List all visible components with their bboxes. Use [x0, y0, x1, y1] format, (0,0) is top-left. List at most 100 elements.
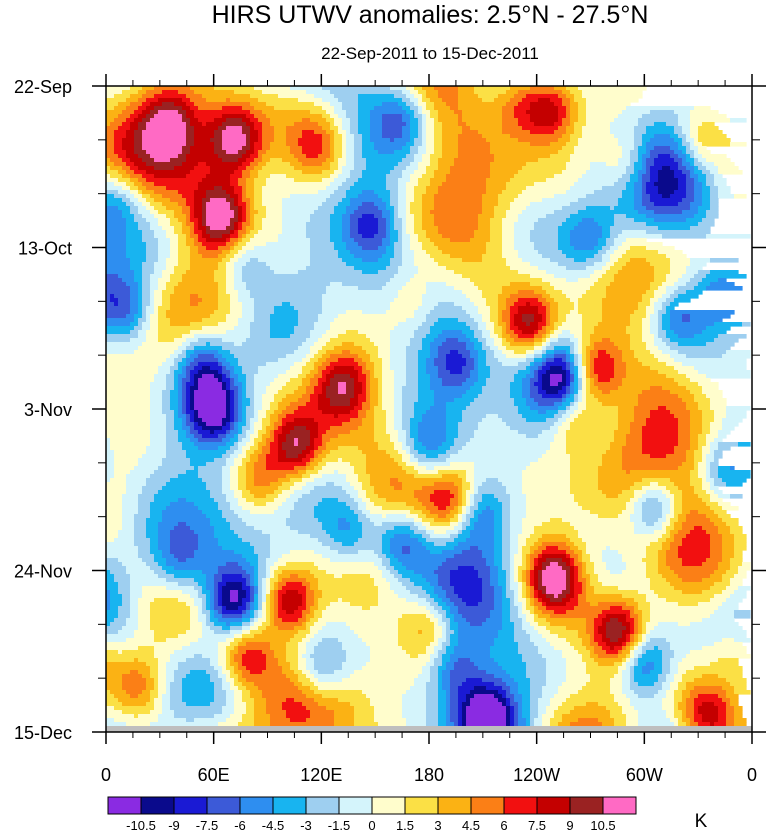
- field-cell: [214, 150, 227, 155]
- field-cell: [166, 430, 179, 435]
- field-cell: [346, 246, 363, 251]
- field-cell: [290, 494, 303, 499]
- field-cell: [382, 382, 395, 387]
- field-cell: [490, 226, 503, 231]
- field-cell: [330, 154, 335, 159]
- field-cell: [478, 214, 495, 219]
- field-cell: [166, 282, 179, 287]
- field-cell: [374, 234, 387, 239]
- field-cell: [606, 290, 647, 295]
- field-cell: [722, 558, 731, 563]
- field-cell: [702, 426, 711, 431]
- field-cell: [162, 290, 175, 295]
- field-cell: [294, 502, 319, 507]
- field-cell: [650, 198, 683, 203]
- field-cell: [190, 430, 199, 435]
- field-cell: [258, 414, 267, 419]
- field-cell: [234, 426, 239, 431]
- field-cell: [418, 398, 435, 403]
- field-cell: [710, 258, 739, 263]
- field-cell: [686, 166, 695, 171]
- field-cell: [330, 378, 355, 383]
- field-cell: [506, 186, 527, 191]
- field-cell: [662, 194, 671, 199]
- field-cell: [650, 110, 675, 115]
- field-cell: [446, 406, 467, 411]
- field-cell: [146, 178, 203, 183]
- field-cell: [106, 270, 135, 275]
- field-cell: [402, 390, 419, 395]
- field-cell: [686, 450, 695, 455]
- field-cell: [586, 370, 591, 375]
- field-cell: [602, 390, 611, 395]
- field-cell: [250, 322, 271, 327]
- field-cell: [342, 138, 347, 143]
- field-cell: [178, 402, 183, 407]
- field-cell: [570, 234, 603, 239]
- field-cell: [106, 506, 123, 511]
- field-cell: [142, 274, 151, 279]
- field-cell: [370, 378, 379, 383]
- field-cell: [578, 566, 583, 571]
- field-cell: [418, 166, 427, 171]
- field-cell: [654, 302, 663, 307]
- field-cell: [250, 110, 263, 115]
- field-cell: [574, 358, 579, 363]
- field-cell: [218, 262, 227, 267]
- field-cell: [482, 258, 507, 263]
- field-cell: [246, 414, 255, 419]
- field-cell: [562, 566, 571, 571]
- field-cell: [462, 130, 479, 135]
- field-cell: [306, 466, 315, 471]
- field-cell: [642, 558, 659, 563]
- field-cell: [550, 366, 563, 371]
- field-cell: [246, 482, 255, 487]
- field-cell: [258, 562, 267, 567]
- field-cell: [414, 570, 435, 575]
- field-cell: [422, 198, 435, 203]
- field-cell: [218, 566, 243, 571]
- field-cell: [566, 394, 571, 399]
- field-cell: [330, 450, 363, 455]
- field-cell: [546, 214, 571, 219]
- field-cell: [550, 342, 575, 347]
- field-cell: [330, 182, 343, 187]
- field-cell: [106, 498, 123, 503]
- field-cell: [654, 522, 663, 527]
- field-cell: [554, 434, 567, 439]
- field-cell: [578, 402, 587, 407]
- field-cell: [506, 330, 515, 335]
- field-cell: [494, 326, 503, 331]
- field-cell: [714, 182, 727, 187]
- field-cell: [182, 342, 191, 347]
- field-cell: [446, 362, 467, 367]
- field-cell: [438, 470, 467, 475]
- field-cell: [446, 458, 539, 463]
- field-cell: [510, 282, 531, 287]
- field-cell: [358, 394, 367, 399]
- field-cell: [558, 390, 567, 395]
- field-cell: [670, 490, 683, 495]
- field-cell: [458, 142, 491, 147]
- field-cell: [578, 86, 647, 91]
- field-cell: [574, 98, 587, 103]
- field-cell: [106, 86, 131, 91]
- field-cell: [202, 434, 219, 439]
- field-cell: [138, 546, 151, 551]
- field-cell: [306, 454, 315, 459]
- field-cell: [330, 122, 335, 127]
- field-cell: [662, 234, 707, 239]
- field-cell: [154, 298, 163, 303]
- field-cell: [326, 430, 351, 435]
- field-cell: [322, 114, 331, 119]
- field-cell: [694, 166, 699, 171]
- field-cell: [234, 406, 239, 411]
- field-cell: [306, 234, 331, 239]
- field-cell: [374, 486, 395, 491]
- field-cell: [706, 442, 711, 447]
- field-cell: [418, 90, 427, 95]
- field-cell: [350, 526, 363, 531]
- field-cell: [430, 494, 455, 499]
- field-cell: [298, 454, 307, 459]
- field-cell: [106, 134, 115, 139]
